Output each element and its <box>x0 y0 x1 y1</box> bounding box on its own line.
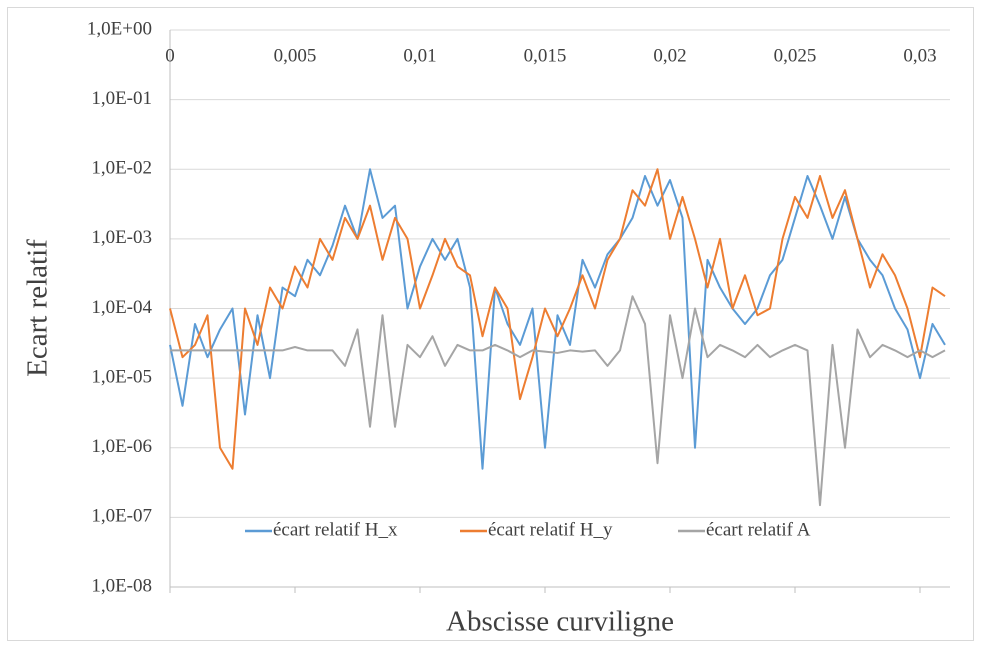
series-line <box>170 295 946 507</box>
legend-label: écart relatif H_y <box>488 519 613 540</box>
y-tick-label: 1,0E-02 <box>91 158 152 179</box>
x-tick-label: 0,03 <box>903 45 936 66</box>
y-tick-label: 1,0E-01 <box>91 88 152 109</box>
legend-label: écart relatif A <box>706 519 811 540</box>
y-tick-label: 1,0E-04 <box>91 297 152 318</box>
y-axis-title: Ecart relatif <box>22 239 54 377</box>
chart-frame <box>7 7 974 641</box>
x-tick-label: 0 <box>165 45 175 66</box>
y-tick-label: 1,0E-08 <box>91 575 152 596</box>
y-tick-label: 1,0E-03 <box>91 227 152 248</box>
legend-label: écart relatif H_x <box>273 519 398 540</box>
y-tick-label: 1,0E-06 <box>91 436 152 457</box>
series-line <box>169 168 946 470</box>
series-line <box>169 168 946 470</box>
y-tick-label: 1,0E+00 <box>87 18 152 39</box>
x-tick-label: 0,025 <box>774 45 817 66</box>
y-tick-label: 1,0E-05 <box>91 366 152 387</box>
y-tick-label: 1,0E-07 <box>91 506 152 527</box>
x-tick-label: 0,02 <box>653 45 686 66</box>
x-tick-label: 0,01 <box>403 45 436 66</box>
x-tick-label: 0,015 <box>524 45 567 66</box>
x-axis-title: Abscisse curviligne <box>446 606 674 638</box>
x-tick-label: 0,005 <box>274 45 317 66</box>
